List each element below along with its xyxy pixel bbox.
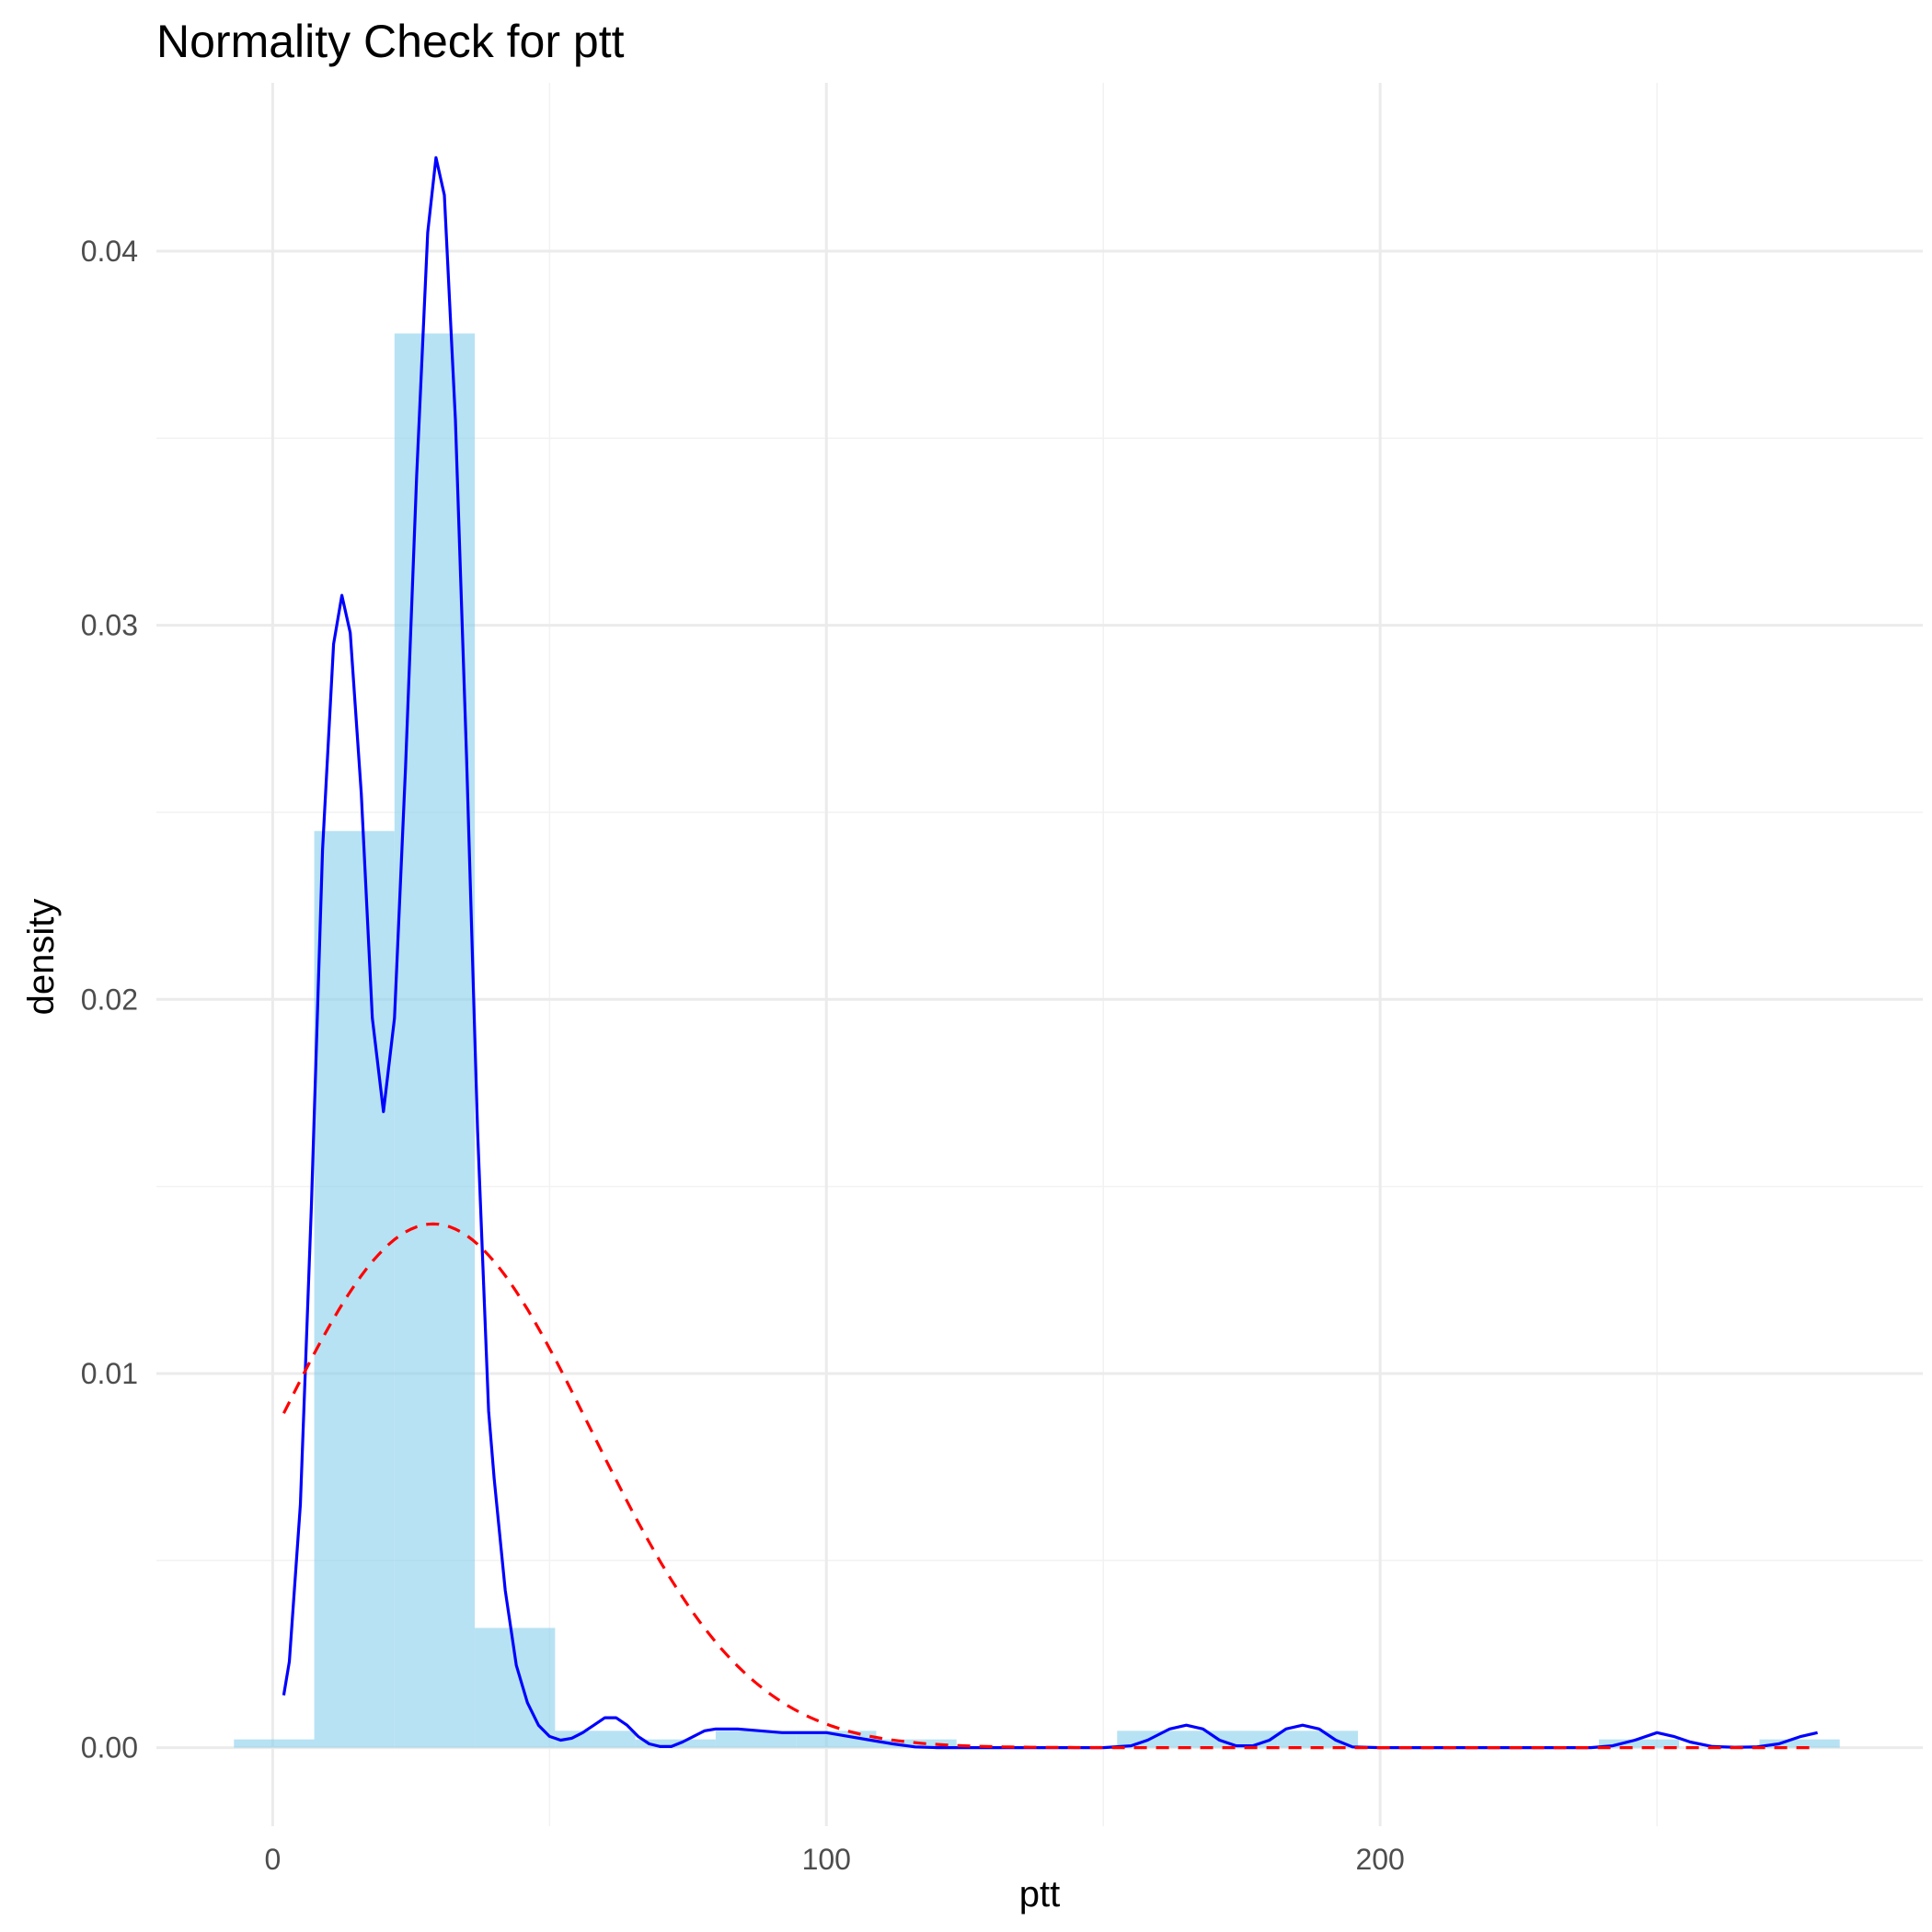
y-tick-label: 0.04 — [81, 235, 138, 268]
y-axis-label: density — [21, 899, 62, 1016]
histogram-bar — [1759, 1739, 1840, 1748]
histogram-bar — [1277, 1731, 1359, 1748]
chart-title: Normality Check for ptt — [156, 16, 625, 67]
x-tick-label: 0 — [264, 1843, 281, 1876]
x-tick-label: 100 — [802, 1843, 851, 1876]
y-tick-label: 0.02 — [81, 983, 138, 1016]
x-tick-label: 200 — [1355, 1843, 1404, 1876]
x-axis-label: ptt — [1019, 1874, 1060, 1915]
histogram-bar — [1598, 1739, 1680, 1748]
y-tick-label: 0.00 — [81, 1731, 138, 1765]
histogram-bar — [715, 1731, 797, 1748]
y-tick-label: 0.03 — [81, 609, 138, 642]
y-tick-labels: 0.00 0.01 0.02 0.03 0.04 — [81, 235, 138, 1765]
series-lines — [282, 155, 1818, 1750]
histogram-bar — [394, 333, 476, 1748]
histogram-bar — [314, 831, 395, 1748]
y-tick-label: 0.01 — [81, 1357, 138, 1390]
density-curve — [282, 155, 1818, 1750]
histogram-bar — [234, 1739, 315, 1748]
x-tick-labels: 0 100 200 — [264, 1843, 1404, 1876]
histogram-bar — [796, 1731, 877, 1748]
normal-curve — [282, 1222, 1818, 1750]
